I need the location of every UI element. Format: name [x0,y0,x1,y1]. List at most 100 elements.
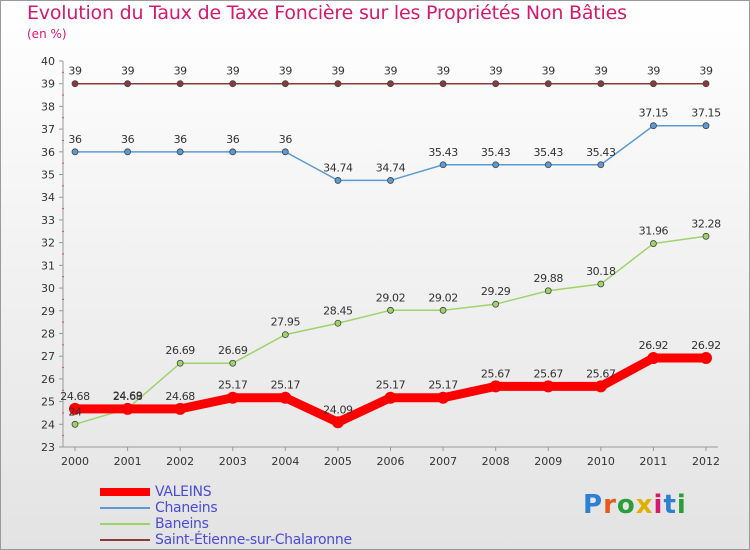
data-point [702,122,710,130]
data-label: 39 [542,65,556,78]
data-label: 35.43 [481,146,511,159]
data-point [700,351,712,364]
y-unit-label: (en %) [27,27,67,41]
legend-swatch-baneins [100,523,150,525]
data-point [650,240,657,247]
data-label: 36 [174,133,188,146]
x-tick-label: 2000 [61,455,89,468]
data-point [121,402,134,415]
data-label: 39 [68,65,82,78]
data-label: 30.18 [586,265,616,278]
legend-item-valeins: VALEINS [100,484,400,500]
data-point [124,80,131,88]
data-label: 36 [226,133,240,146]
legend-label-chaneins: Chaneins [155,500,218,516]
data-label: 39 [647,65,661,78]
data-label: 29.29 [481,285,511,298]
legend-item-saint-etienne: Saint-Étienne-sur-Chalaronne [100,532,400,548]
data-label: 34.74 [323,161,353,174]
legend-swatch-chaneins [100,507,150,509]
data-label: 25.17 [376,379,406,392]
legend-swatch-valeins [100,488,150,496]
y-tick-label: 32 [41,237,55,250]
data-label: 32.28 [691,217,721,230]
data-label: 29.02 [428,291,458,304]
data-label: 39 [489,65,503,78]
legend-item-baneins: Baneins [100,516,400,532]
x-tick-label: 2004 [271,455,299,468]
data-point [281,148,289,156]
y-tick-label: 27 [41,350,55,363]
y-tick-label: 28 [41,327,55,340]
proxiti-logo: Proxiti [583,490,687,520]
data-point [702,232,710,240]
y-tick-label: 40 [41,55,55,68]
data-point [226,391,239,404]
x-tick-label: 2001 [114,455,142,468]
legend: VALEINS Chaneins Baneins Saint-Étienne-s… [100,484,400,548]
y-tick-label: 31 [41,259,55,272]
data-label: 39 [121,65,135,78]
data-label: 24.68 [60,390,90,403]
data-point [544,161,552,169]
data-point [702,80,710,88]
data-point [597,280,605,288]
data-point [69,402,81,415]
data-point [544,80,552,88]
y-tick-label: 26 [41,373,55,386]
x-tick-label: 2008 [482,455,510,468]
data-point [492,300,500,308]
data-label: 35.43 [534,146,564,159]
y-tick-label: 39 [41,78,55,91]
data-point [71,148,79,156]
data-label: 39 [174,65,188,78]
data-label: 25.17 [271,379,301,392]
x-tick-label: 2009 [534,455,562,468]
y-tick-label: 34 [41,191,55,204]
data-label: 39 [436,65,450,78]
data-label: 24 [68,405,82,418]
data-point [229,359,237,367]
y-tick-label: 30 [41,282,55,295]
data-label: 24.68 [113,390,143,403]
data-label: 36 [121,133,135,146]
data-label: 24.69 [113,390,143,403]
data-label: 35.43 [586,146,616,159]
x-tick-label: 2007 [429,455,457,468]
data-label: 39 [331,65,345,78]
data-point [650,122,657,130]
data-point [437,391,450,404]
y-tick-label: 38 [41,100,55,113]
data-label: 35.43 [428,146,458,159]
data-point [334,319,342,327]
data-point [439,161,447,169]
data-label: 37.15 [639,107,669,120]
data-point [281,331,289,339]
data-point [174,402,187,415]
data-point [387,177,394,184]
data-point [439,306,447,314]
data-label: 39 [594,65,608,78]
data-point [176,359,184,367]
data-point [331,416,344,429]
data-label: 26.92 [691,339,721,352]
data-point [176,80,184,88]
data-point [229,148,237,156]
data-label: 29.88 [534,272,564,285]
data-point [594,380,607,393]
x-tick-label: 2003 [219,455,247,468]
y-tick-label: 24 [41,418,55,431]
data-label: 24.68 [165,390,195,403]
y-tick-label: 37 [41,123,55,136]
data-label: 26.69 [165,344,195,357]
data-label: 36 [68,133,82,146]
data-label: 24.09 [323,403,353,416]
x-tick-label: 2002 [166,455,194,468]
data-label: 37.15 [691,107,721,120]
data-point [384,391,397,404]
data-point [439,80,447,88]
data-point [597,161,605,169]
data-point [334,177,342,184]
